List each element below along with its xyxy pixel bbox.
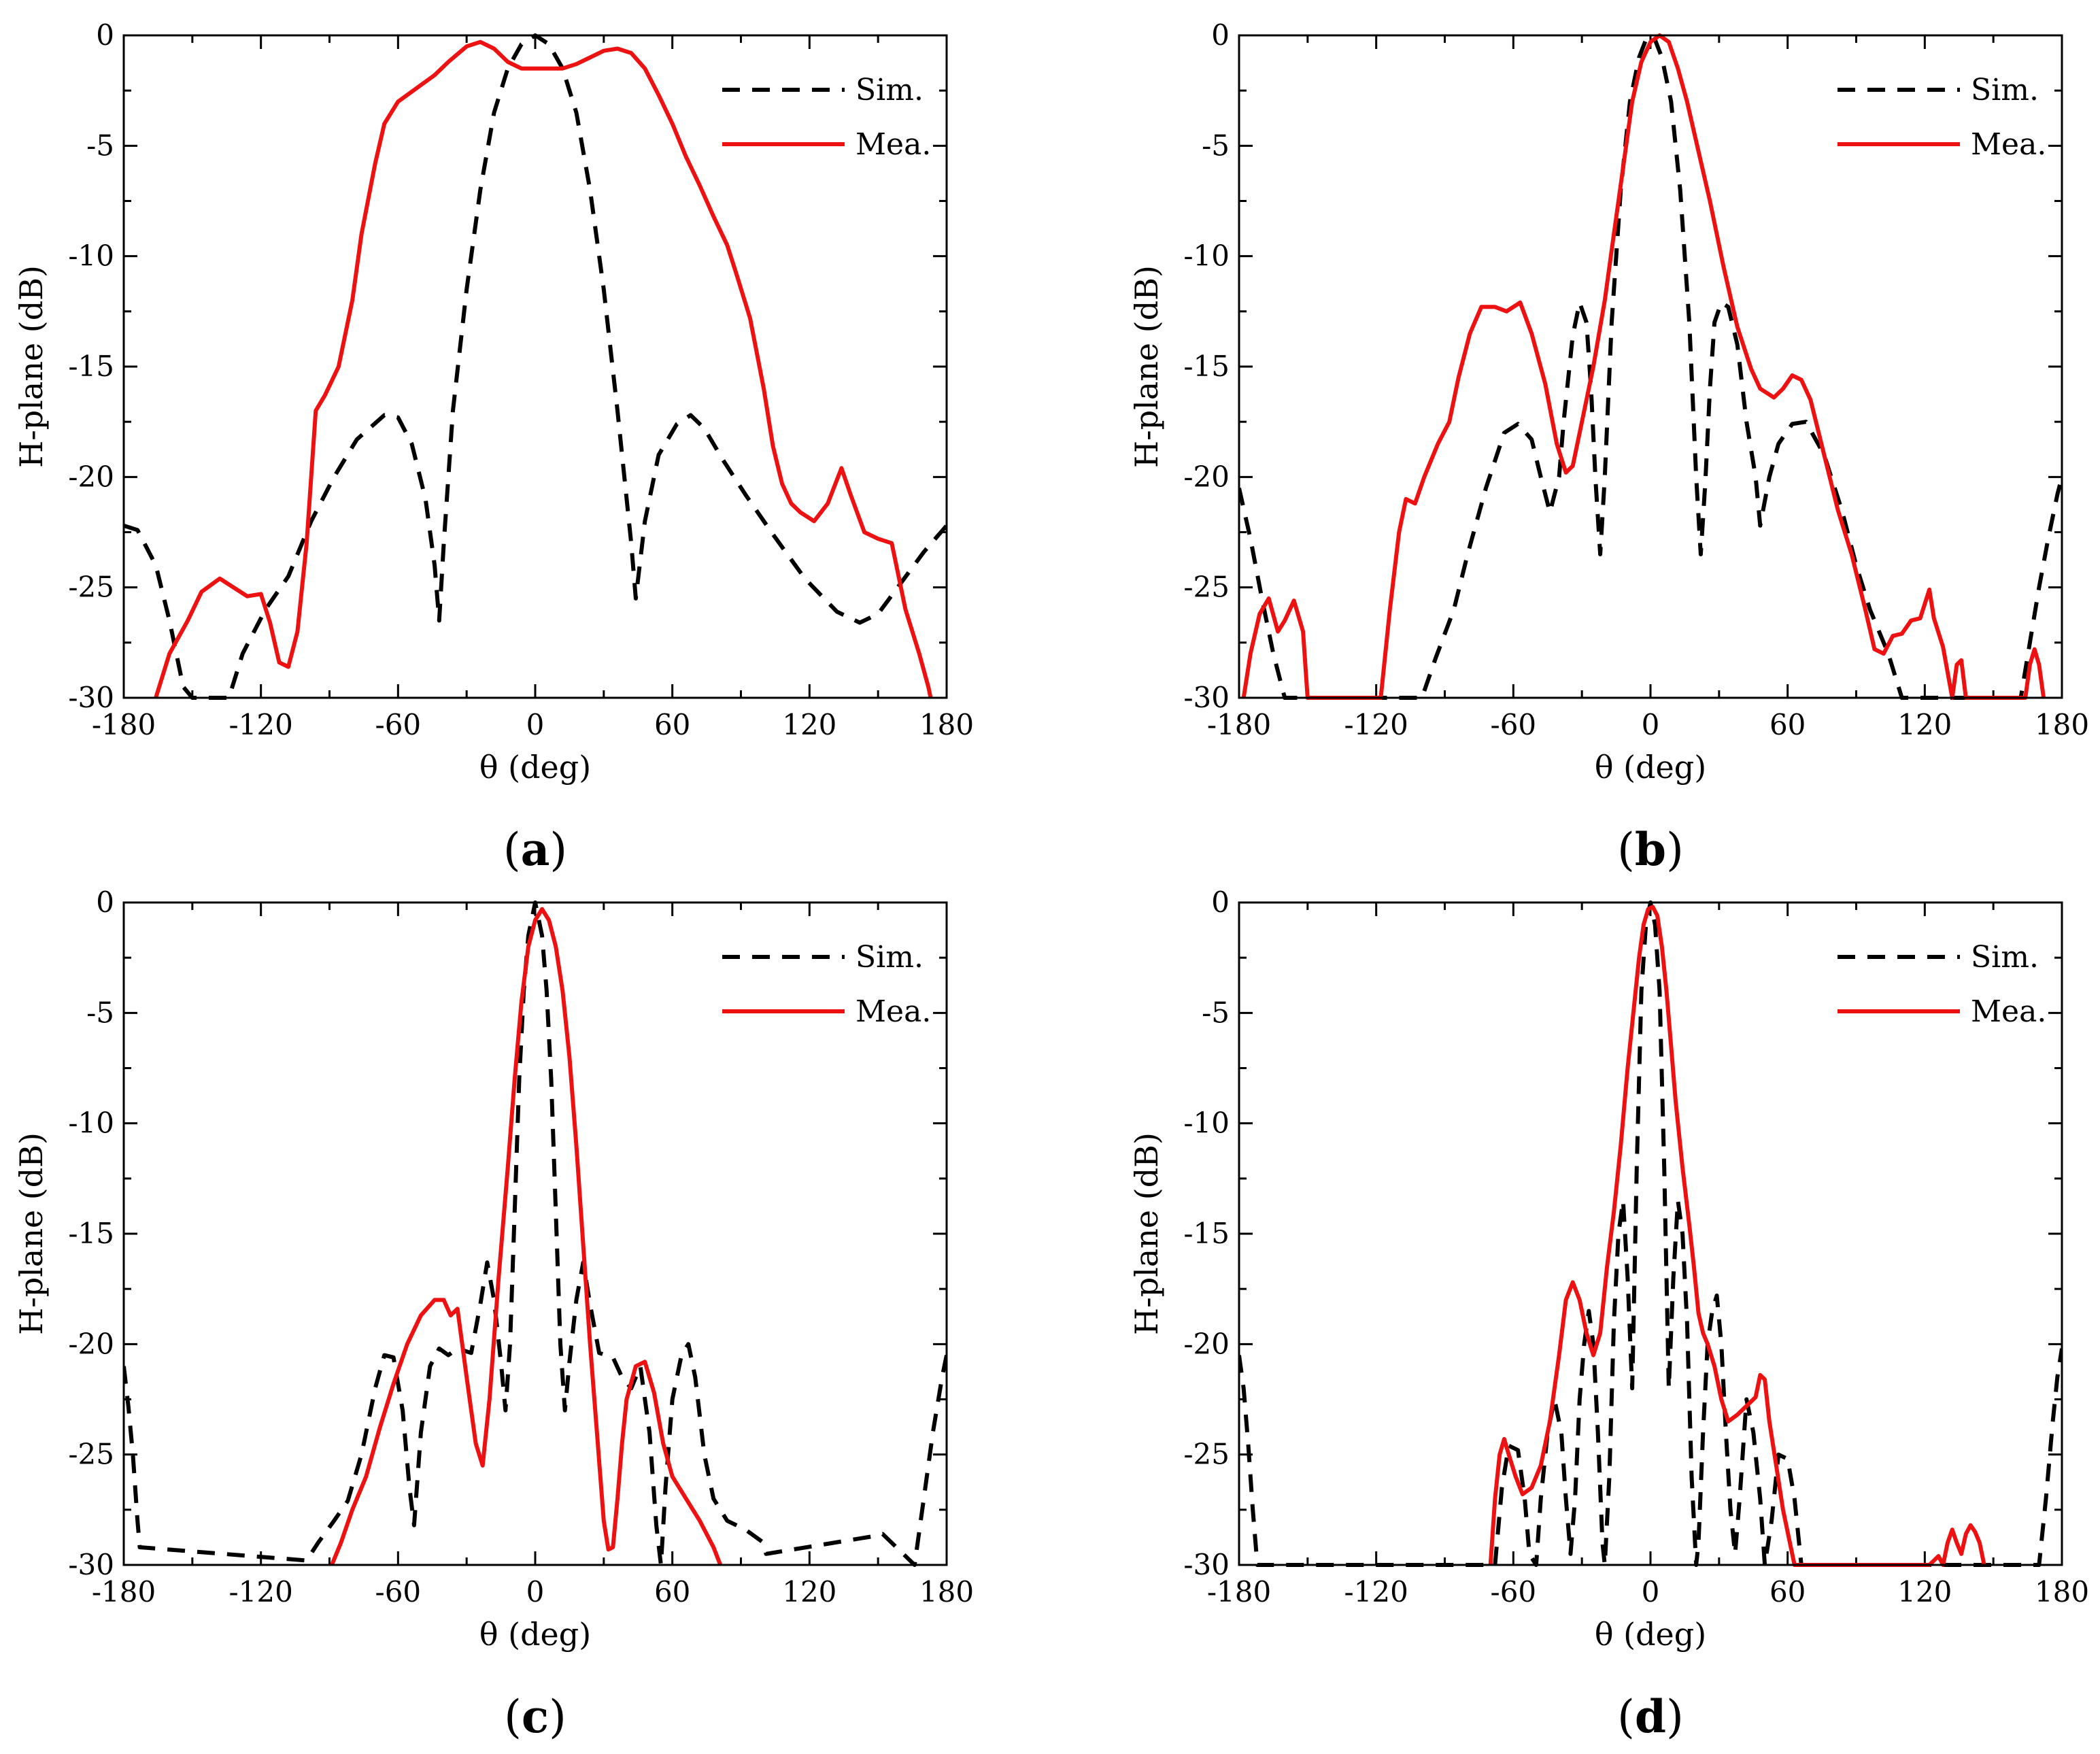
legend-label-mea: Mea.: [856, 127, 931, 162]
legend-label-sim: Sim.: [1971, 940, 2039, 975]
x-axis-title: θ (deg): [479, 749, 591, 786]
x-axis-title: θ (deg): [479, 1616, 591, 1653]
y-tick-label: -15: [68, 1217, 114, 1250]
y-tick-label: -15: [1183, 350, 1230, 383]
x-tick-label: 120: [1897, 1575, 1952, 1608]
x-tick-label: -120: [1344, 1575, 1408, 1608]
x-tick-label: -180: [92, 1575, 156, 1608]
y-tick-label: -30: [1183, 681, 1230, 714]
series-line-sim: [1239, 900, 2062, 1567]
series-line-sim: [1239, 33, 2062, 700]
series-line-mea: [1241, 33, 2046, 700]
x-tick-label: -60: [375, 1575, 422, 1608]
series-line-mea: [1488, 905, 1986, 1567]
y-tick-label: -25: [1183, 1438, 1230, 1471]
y-tick-label: -30: [1183, 1548, 1230, 1581]
y-axis-title: H-plane (dB): [1128, 1132, 1165, 1335]
plot-frame: [122, 901, 948, 1566]
x-tick-label: -60: [375, 708, 422, 741]
x-tick-label: -120: [228, 708, 292, 741]
plot-frame: [1238, 34, 2063, 699]
y-axis-title: H-plane (dB): [13, 1132, 50, 1335]
y-tick-label: -20: [1183, 460, 1230, 493]
x-tick-label: 180: [2035, 708, 2089, 741]
y-tick-label: -25: [1183, 571, 1230, 604]
y-tick-label: -20: [68, 1327, 114, 1360]
x-axis-title: θ (deg): [1595, 1616, 1706, 1653]
y-axis-title: H-plane (dB): [1128, 265, 1165, 468]
y-tick-label: -20: [1183, 1327, 1230, 1360]
plot-frame: [1238, 901, 2063, 1566]
legend-label-sim: Sim.: [856, 940, 924, 975]
y-tick-label: -10: [1183, 239, 1230, 273]
panel-label: (c): [504, 1690, 566, 1743]
x-tick-label: 0: [1642, 1575, 1660, 1608]
y-tick-label: -15: [68, 350, 114, 383]
x-tick-label: 60: [1769, 708, 1806, 741]
x-tick-label: 180: [919, 708, 974, 741]
y-tick-label: 0: [1211, 886, 1230, 919]
y-tick-label: -10: [68, 1107, 114, 1140]
y-tick-label: -5: [1202, 996, 1230, 1029]
x-tick-label: 180: [919, 1575, 974, 1608]
x-tick-label: 60: [1769, 1575, 1806, 1608]
x-tick-label: -60: [1491, 708, 1537, 741]
chart-panel-a: -180 -120 -60 0 60 120 180 0 -5 -10 -15 -20 -25 -30 θ …: [13, 18, 974, 876]
y-tick-label: 0: [96, 886, 114, 919]
y-tick-label: -10: [68, 239, 114, 273]
y-tick-label: -5: [86, 129, 114, 162]
y-tick-label: -20: [68, 460, 114, 493]
series-line-mea: [330, 907, 723, 1566]
y-tick-label: -15: [1183, 1217, 1230, 1250]
x-tick-label: 0: [526, 708, 545, 741]
chart-panel-d: -180 -120 -60 0 60 120 180 0 -5 -10 -15 -20 -25 -30 θ …: [1128, 886, 2089, 1743]
chart-panel-b: -180 -120 -60 0 60 120 180 0 -5 -10 -15 -20 -25 -30 θ …: [1128, 18, 2089, 876]
y-tick-label: -5: [1202, 129, 1230, 162]
series-line-mea: [154, 39, 933, 698]
x-axis-title: θ (deg): [1595, 749, 1706, 786]
legend-label-sim: Sim.: [1971, 73, 2039, 107]
y-tick-label: -25: [68, 1438, 114, 1471]
y-axis-title: H-plane (dB): [13, 265, 50, 468]
x-tick-label: 120: [782, 708, 836, 741]
x-tick-label: -60: [1491, 1575, 1537, 1608]
x-tick-label: -120: [228, 1575, 292, 1608]
y-tick-label: -10: [1183, 1107, 1230, 1140]
chart-panel-c: -180 -120 -60 0 60 120 180 0 -5 -10 -15 -20 -25 -30 θ …: [13, 886, 974, 1743]
panel-label: (b): [1617, 823, 1684, 876]
y-tick-label: -5: [86, 996, 114, 1029]
legend-label-mea: Mea.: [856, 994, 931, 1029]
panel-label: (a): [503, 823, 567, 876]
x-tick-label: 120: [782, 1575, 836, 1608]
y-tick-label: -25: [68, 571, 114, 604]
panel-label: (d): [1617, 1690, 1684, 1743]
x-tick-label: -180: [1207, 708, 1271, 741]
legend-label-mea: Mea.: [1971, 994, 2046, 1029]
legend-label-sim: Sim.: [856, 73, 924, 107]
y-tick-label: -30: [68, 681, 114, 714]
x-tick-label: 180: [2035, 1575, 2089, 1608]
y-tick-label: -30: [68, 1548, 114, 1581]
series-line-sim: [124, 900, 947, 1567]
x-tick-label: 120: [1897, 708, 1952, 741]
y-tick-label: 0: [1211, 18, 1230, 52]
x-tick-label: 0: [526, 1575, 545, 1608]
x-tick-label: 60: [654, 708, 690, 741]
legend-label-mea: Mea.: [1971, 127, 2046, 162]
series-line-sim: [124, 33, 947, 700]
x-tick-label: -120: [1344, 708, 1408, 741]
plot-frame: [122, 34, 948, 699]
y-tick-label: 0: [96, 18, 114, 52]
x-tick-label: -180: [1207, 1575, 1271, 1608]
x-tick-label: 60: [654, 1575, 690, 1608]
x-tick-label: -180: [92, 708, 156, 741]
x-tick-label: 0: [1642, 708, 1660, 741]
